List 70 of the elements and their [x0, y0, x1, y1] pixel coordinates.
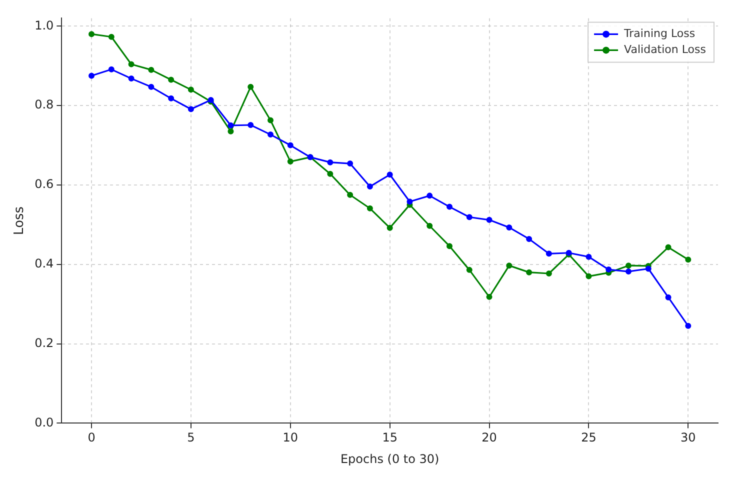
x-tick-label: 15 [382, 430, 398, 445]
y-tick-label: 0.0 [34, 415, 54, 430]
point [466, 214, 472, 220]
point [248, 84, 254, 90]
point [108, 66, 114, 72]
point [586, 273, 592, 280]
point [228, 128, 234, 134]
point [188, 86, 194, 93]
point [406, 198, 413, 205]
point [366, 184, 373, 190]
point [128, 61, 134, 68]
point [665, 244, 672, 250]
point [626, 268, 632, 275]
point [526, 269, 532, 276]
point [268, 117, 274, 124]
point [228, 122, 234, 128]
point [685, 256, 692, 263]
point [626, 262, 632, 269]
point [248, 122, 254, 128]
point [386, 172, 393, 178]
point [546, 250, 552, 257]
x-tick-label: 20 [482, 430, 497, 445]
point [446, 204, 453, 210]
x-tick-label: 30 [680, 430, 696, 445]
point [486, 216, 492, 223]
point [148, 84, 154, 90]
point [466, 266, 472, 273]
x-axis-title: Epochs (0 to 30) [340, 452, 440, 466]
point [606, 266, 612, 273]
point [546, 270, 552, 277]
point [327, 170, 334, 177]
legend-label: Training Loss [623, 27, 696, 40]
point [526, 236, 532, 242]
point [327, 159, 334, 166]
point [108, 34, 114, 40]
x-tick-label: 25 [581, 430, 596, 445]
y-tick-label: 0.4 [34, 256, 54, 270]
point [287, 158, 294, 165]
point [287, 142, 294, 148]
y-tick-label: 0.8 [34, 98, 54, 112]
point [128, 76, 134, 82]
point [426, 192, 433, 199]
point [268, 132, 274, 138]
point [685, 322, 692, 329]
y-tick-label: 0.2 [34, 336, 54, 350]
x-tick-label: 10 [282, 430, 298, 445]
x-tick-label: 5 [187, 430, 195, 445]
point [486, 294, 492, 300]
point [446, 243, 453, 250]
point [506, 224, 512, 230]
point [586, 254, 592, 260]
point [148, 66, 154, 73]
legend-label: Validation Loss [624, 43, 706, 56]
point [168, 95, 174, 102]
point [168, 76, 174, 83]
point [386, 224, 393, 231]
point [88, 72, 95, 79]
point [426, 222, 433, 229]
point [645, 266, 652, 272]
point [347, 192, 354, 198]
point [506, 262, 512, 269]
point [347, 160, 354, 167]
point [188, 106, 194, 112]
point [88, 31, 95, 38]
y-axis-title: Loss [12, 206, 28, 235]
y-tick-label: 0.6 [34, 177, 54, 192]
point [366, 205, 373, 212]
point [665, 294, 672, 300]
x-tick-label: 0 [88, 430, 96, 445]
y-tick-label: 1.0 [34, 18, 54, 32]
